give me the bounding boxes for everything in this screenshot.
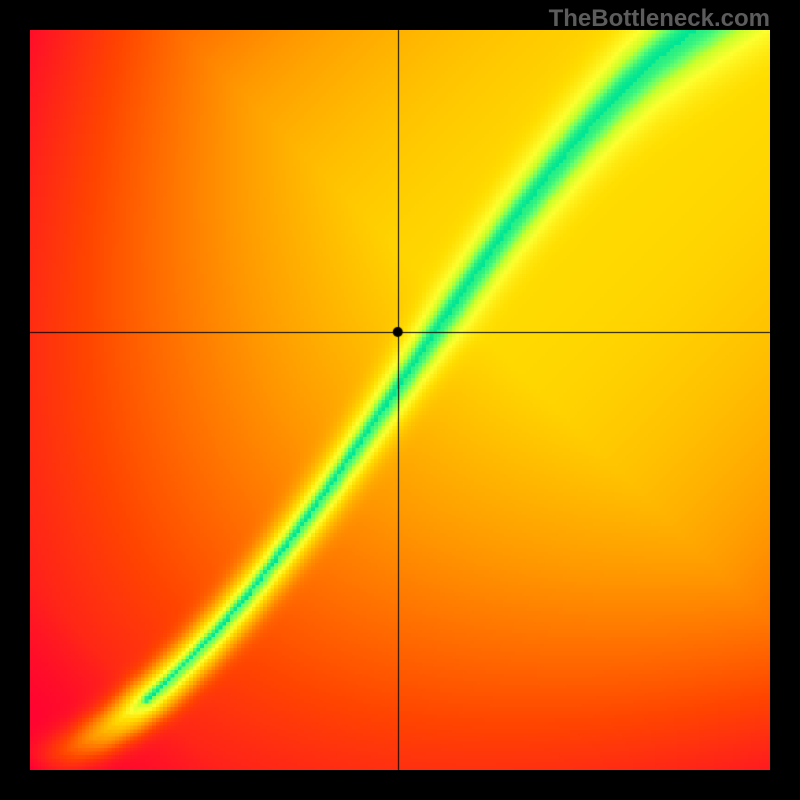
chart-container: TheBottleneck.com [0,0,800,800]
crosshair-overlay [0,0,800,800]
watermark-text: TheBottleneck.com [549,5,770,33]
